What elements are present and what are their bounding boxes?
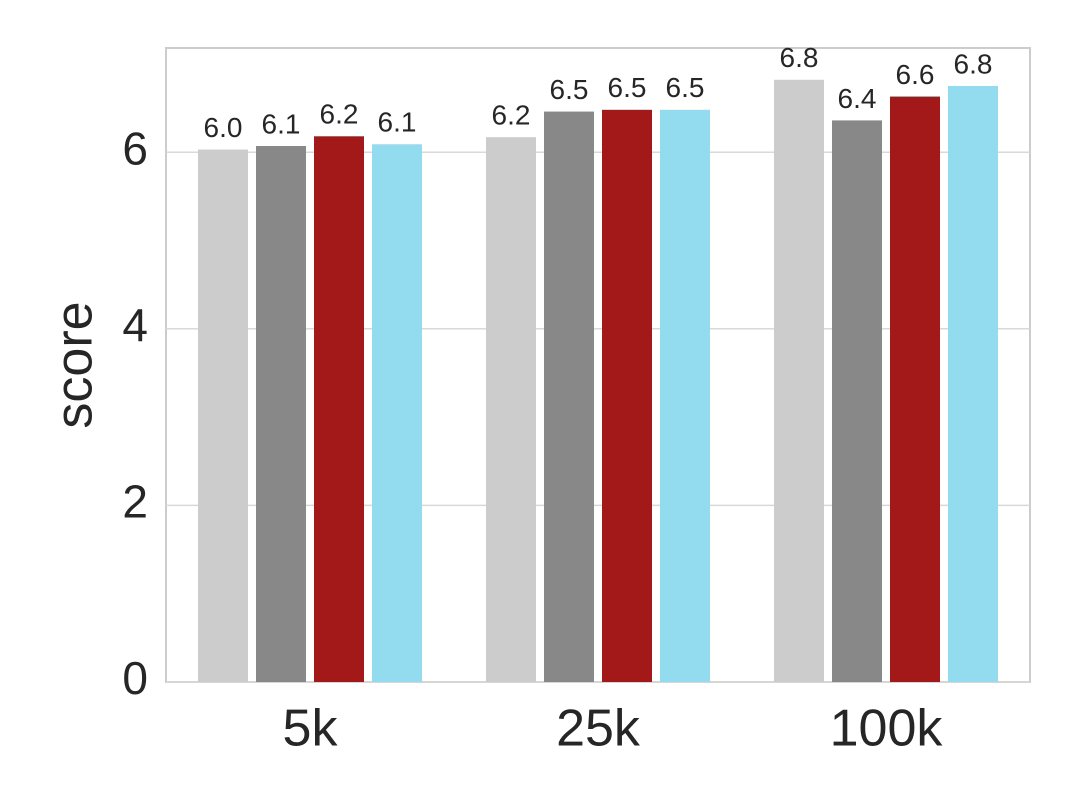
value-label: 6.4 bbox=[838, 83, 877, 114]
bar bbox=[948, 85, 998, 682]
value-label: 6.5 bbox=[666, 72, 705, 103]
bar bbox=[314, 136, 364, 682]
value-label: 6.8 bbox=[780, 42, 819, 73]
x-tick-label: 5k bbox=[283, 700, 339, 758]
x-tick-label: 25k bbox=[556, 700, 641, 758]
value-label: 6.5 bbox=[550, 74, 589, 105]
value-label: 6.1 bbox=[378, 107, 417, 138]
value-label: 6.1 bbox=[262, 108, 301, 139]
y-tick-label: 2 bbox=[122, 476, 148, 528]
y-tick-label: 0 bbox=[122, 652, 148, 704]
bar bbox=[774, 79, 824, 682]
y-tick-label: 4 bbox=[122, 299, 148, 351]
bar bbox=[890, 96, 940, 683]
bar bbox=[660, 109, 710, 682]
bar bbox=[544, 111, 594, 682]
y-tick-label: 6 bbox=[122, 122, 148, 174]
bar bbox=[256, 146, 306, 683]
bar bbox=[372, 144, 422, 682]
bar bbox=[198, 149, 248, 682]
value-label: 6.6 bbox=[896, 59, 935, 90]
value-label: 6.0 bbox=[204, 112, 243, 143]
bar bbox=[486, 137, 536, 682]
value-label: 6.2 bbox=[492, 100, 531, 131]
x-tick-label: 100k bbox=[830, 700, 944, 758]
y-axis-label: score bbox=[46, 301, 104, 428]
value-label: 6.2 bbox=[320, 99, 359, 130]
value-label: 6.8 bbox=[954, 48, 993, 79]
bar bbox=[602, 109, 652, 682]
bar bbox=[832, 120, 882, 683]
value-label: 6.5 bbox=[608, 72, 647, 103]
